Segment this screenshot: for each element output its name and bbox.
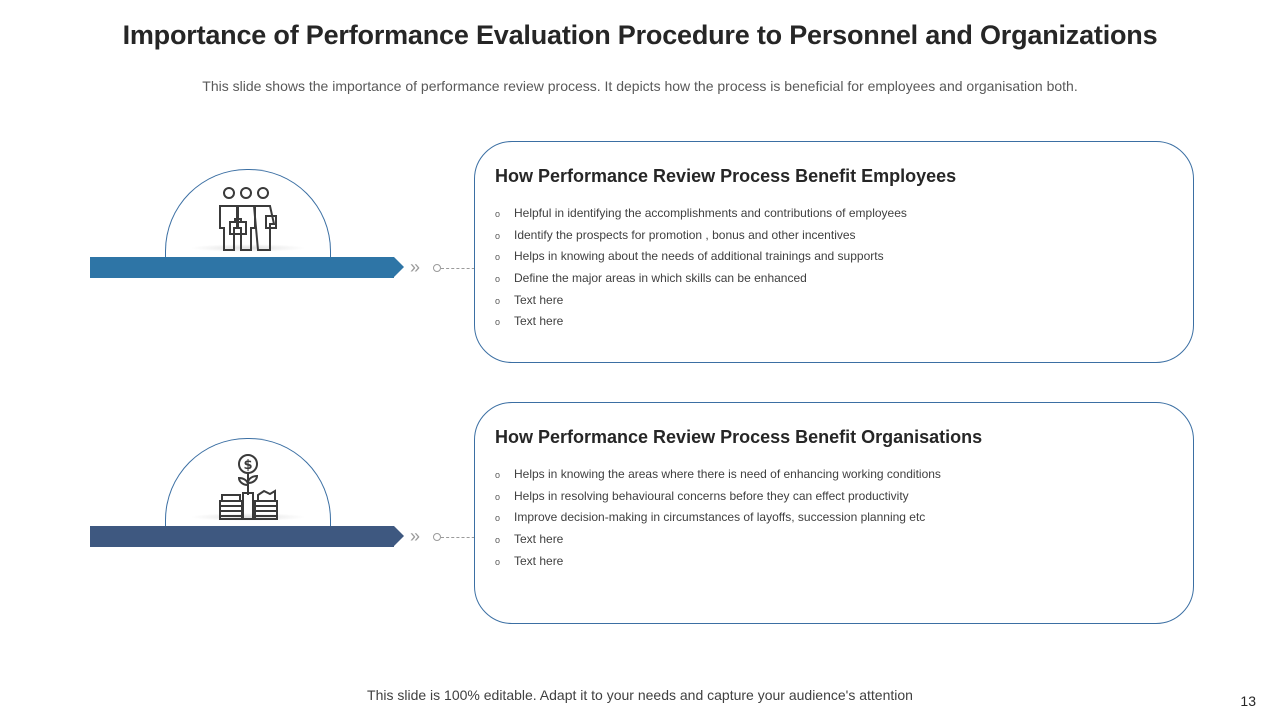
dome-shadow (190, 244, 306, 252)
bullet-icon: o (495, 491, 501, 502)
list-item: o Identify the prospects for promotion , … (495, 227, 856, 242)
list-item: o Helps in knowing about the needs of add… (495, 249, 884, 264)
list-item: o Text here (495, 292, 564, 307)
slide-footer: This slide is 100% editable. Adapt it to… (367, 687, 913, 703)
list-item: o Helps in resolving behavioural concerns… (495, 488, 909, 503)
bullet-icon: o (495, 513, 501, 524)
list-item: o Helps in knowing the areas where there … (495, 467, 941, 481)
bullet-icon: o (495, 209, 501, 219)
card-heading: How Performance Review Process Benefit E… (495, 166, 957, 186)
employees-arrow-bar (90, 257, 404, 278)
employees-icon-dome (165, 169, 331, 258)
list-item: o Text here (495, 532, 564, 547)
money-growth-icon: $ (219, 454, 278, 520)
dashed-connector (441, 268, 485, 269)
organisations-icon-dome: $ (165, 438, 331, 527)
organisations-arrow-bar (90, 526, 404, 547)
bullet-icon: o (495, 535, 501, 546)
arrow-tip (394, 257, 404, 277)
people-group-icon (219, 187, 277, 251)
bullet-icon: o (495, 556, 501, 567)
slide-title: Importance of Performance Evaluation Pro… (122, 20, 1158, 50)
bullet-icon: o (495, 317, 501, 328)
list-item: o Text here (495, 553, 564, 568)
employees-benefit-card: How Performance Review Process Benefit E… (474, 141, 1194, 363)
list-item: o Improve decision-making in circumstance… (495, 510, 926, 525)
list-item: o Helpful in identifying the accomplishme… (495, 206, 907, 220)
list-item: o Text here (495, 314, 564, 329)
organisations-benefit-list: o Helps in knowing the areas where there … (495, 466, 941, 574)
slide-subtitle: This slide shows the importance of perfo… (202, 78, 1078, 94)
chevron-right-icon: » (410, 526, 421, 546)
bullet-icon: o (495, 252, 501, 263)
bullet-icon: o (495, 295, 501, 306)
list-item: o Define the major areas in which skills … (495, 271, 807, 286)
bullet-icon: o (495, 470, 501, 480)
dome-shadow (190, 513, 306, 521)
bullet-icon: o (495, 230, 501, 241)
page-number: 13 (1240, 693, 1256, 709)
organisations-benefit-card: How Performance Review Process Benefit O… (474, 402, 1194, 624)
card-heading: How Performance Review Process Benefit O… (495, 427, 983, 447)
bullet-icon: o (495, 274, 501, 285)
employees-benefit-list: o Helpful in identifying the accomplishme… (495, 205, 907, 335)
chevron-right-icon: » (410, 257, 421, 277)
svg-text:$: $ (243, 458, 252, 473)
connector-dot (433, 533, 441, 541)
dashed-connector (441, 537, 485, 538)
connector-dot (433, 264, 441, 272)
arrow-tip (394, 526, 404, 546)
